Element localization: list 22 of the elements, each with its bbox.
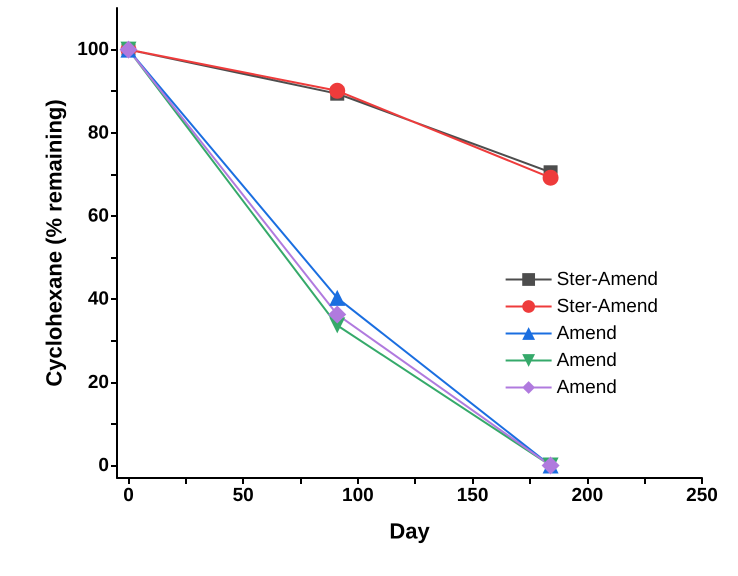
y-tick-label: 60 [88, 205, 109, 226]
point [329, 82, 346, 99]
y-tick-label: 0 [98, 455, 109, 476]
legend-label: Ster-Amend [556, 269, 658, 290]
point [329, 290, 346, 306]
y-axis-title: Cyclohexane (% remaining) [42, 99, 66, 387]
x-tick-label: 100 [342, 485, 374, 506]
x-axis-title: Day [389, 518, 430, 544]
y-tick-label: 40 [88, 288, 109, 310]
legend-label: Amend [556, 377, 617, 398]
x-tick-label: 250 [686, 485, 718, 506]
y-tick-label: 100 [77, 39, 109, 60]
x-tick-label: 200 [571, 485, 604, 506]
point [542, 170, 559, 186]
legend-label: Ster-Amend [556, 296, 658, 317]
y-tick-label: 80 [88, 122, 109, 144]
legend-label: Amend [556, 350, 617, 371]
x-tick-label: 0 [123, 485, 134, 506]
legend-label: Amend [556, 323, 617, 344]
y-tick-label: 20 [88, 372, 109, 393]
x-tick-label: 50 [232, 485, 254, 506]
x-tick-label: 150 [456, 485, 488, 506]
